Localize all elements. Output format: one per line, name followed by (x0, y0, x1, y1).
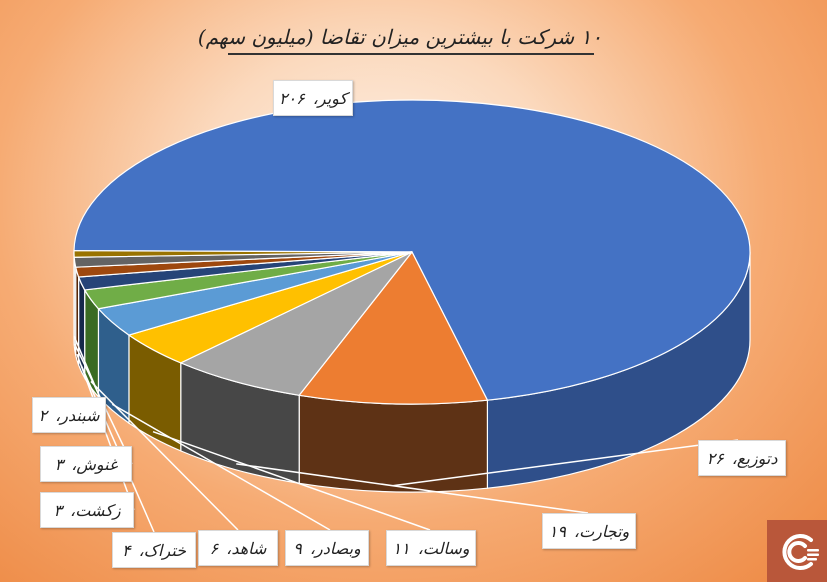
data-label-name: وتجارت، (574, 522, 629, 541)
data-label-7: زکشت، ۳ (40, 492, 134, 528)
title-underline (228, 53, 594, 55)
data-label-name: شاهد، (226, 539, 266, 558)
data-label-value: ۳ (53, 501, 62, 520)
data-label-name: دتوزیع، (732, 449, 778, 468)
data-label-name: زکشت، (70, 501, 121, 520)
data-label-value: ۲۶ (707, 449, 724, 468)
chart-title: ۱۰ شرکت با بیشترین میزان تقاضا (میلیون س… (224, 22, 602, 52)
data-label-1: دتوزیع، ۲۶ (698, 440, 786, 476)
pie-tops (74, 100, 750, 404)
data-label-2: وتجارت، ۱۹ (542, 513, 636, 549)
data-label-0: کویر، ۲۰۶ (273, 80, 353, 116)
data-label-5: شاهد، ۶ (198, 530, 278, 566)
data-label-name: شبندر، (55, 406, 99, 425)
data-label-value: ۲ (39, 406, 48, 425)
data-label-name: کویر، (313, 89, 347, 108)
data-label-9: شبندر، ۲ (32, 397, 106, 433)
data-label-8: غنوش، ۳ (40, 446, 132, 482)
data-label-6: ختراک، ۴ (112, 532, 196, 568)
data-label-3: وسالت، ۱۱ (386, 530, 476, 566)
data-label-value: ۶ (210, 539, 219, 558)
logo-mark (767, 520, 827, 582)
data-label-value: ۱۱ (393, 539, 410, 558)
data-label-value: ۳ (55, 455, 64, 474)
data-label-name: غنوش، (71, 455, 117, 474)
logo (767, 520, 827, 582)
data-label-value: ۴ (122, 541, 131, 560)
data-label-value: ۲۰۶ (279, 89, 305, 108)
data-label-name: ختراک، (139, 541, 186, 560)
data-label-name: وسالت، (418, 539, 470, 558)
data-label-value: ۹ (293, 539, 302, 558)
data-label-value: ۱۹ (549, 522, 566, 541)
data-label-name: وبصادر، (310, 539, 361, 558)
data-label-4: وبصادر، ۹ (285, 530, 369, 566)
